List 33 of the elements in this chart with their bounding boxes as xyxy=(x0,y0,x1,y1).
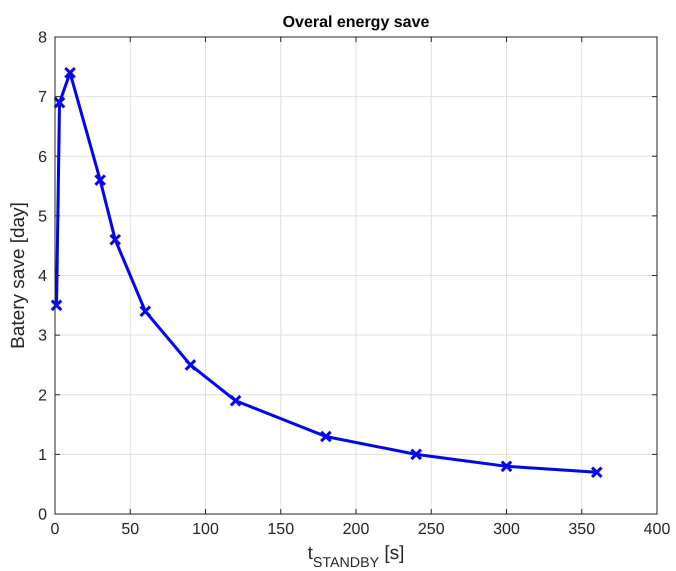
y-tick-label: 8 xyxy=(38,30,48,47)
point xyxy=(64,66,76,79)
point xyxy=(53,96,66,109)
x-tick-label: 0 xyxy=(50,521,60,538)
point xyxy=(94,174,106,186)
y-tick-label: 2 xyxy=(38,387,48,404)
x-tick-label: 100 xyxy=(192,521,219,538)
y-tick-label: 4 xyxy=(38,268,48,286)
x-tick-label: 400 xyxy=(644,521,670,538)
y-tick-label: 6 xyxy=(38,148,48,166)
point xyxy=(50,299,63,312)
x-tick-label: 300 xyxy=(493,521,520,538)
chart-title: Overal energy save xyxy=(282,14,430,31)
x-tick-label: 50 xyxy=(121,521,140,538)
point xyxy=(139,305,152,318)
point xyxy=(108,234,122,246)
y-axis-title: Batery save [day] xyxy=(8,202,29,349)
x-axis-title: t$_{STANDBY}$ [s] xyxy=(308,543,404,571)
x-tick-label: 150 xyxy=(267,521,294,538)
x-tick-label: 250 xyxy=(418,521,445,538)
point xyxy=(590,466,604,478)
y-tick-label: 5 xyxy=(38,208,48,226)
point xyxy=(500,460,513,473)
x-tick-label: 200 xyxy=(342,521,370,538)
y-tick-label: 1 xyxy=(38,446,48,464)
y-tick-label: 0 xyxy=(38,506,48,524)
x-tick-label: 350 xyxy=(568,521,596,538)
point xyxy=(410,448,422,461)
y-tick-label: 7 xyxy=(38,89,48,106)
point xyxy=(320,430,332,443)
point xyxy=(184,358,197,372)
y-tick-label: 3 xyxy=(38,328,48,345)
point xyxy=(229,394,242,407)
